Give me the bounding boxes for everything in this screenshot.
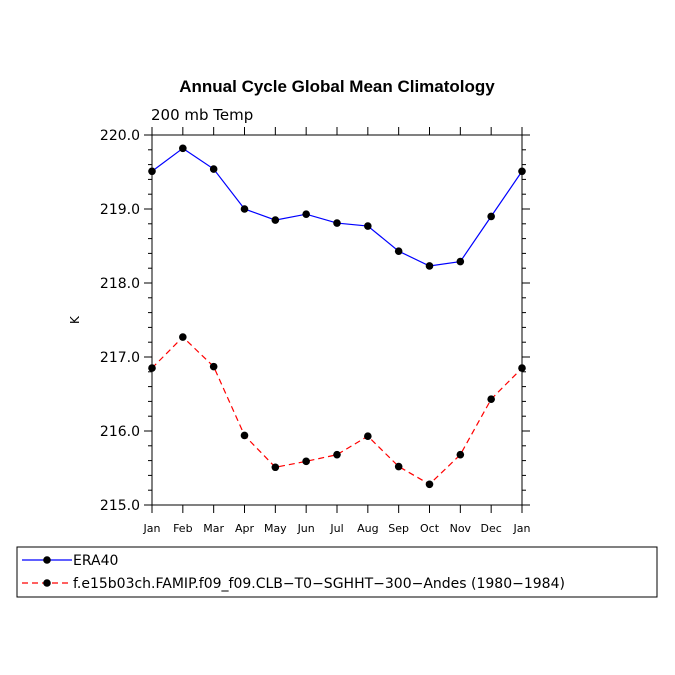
y-tick-label: 218.0	[100, 276, 140, 292]
y-tick-label: 219.0	[100, 202, 140, 218]
data-point-series-1	[487, 395, 495, 403]
data-point-series-1	[364, 432, 372, 440]
x-tick-label: May	[264, 522, 287, 535]
x-tick-label: Jan	[143, 522, 161, 535]
x-tick-label: Jan	[513, 522, 531, 535]
chart-subtitle: 200 mb Temp	[151, 106, 253, 124]
x-tick-label: Oct	[420, 522, 440, 535]
x-tick-label: Jul	[329, 522, 343, 535]
x-tick-label: Dec	[481, 522, 502, 535]
data-point-series-1	[209, 362, 218, 371]
y-tick-label: 220.0	[100, 128, 140, 144]
data-point-series-0	[487, 212, 495, 221]
data-point-series-0	[209, 165, 218, 173]
y-tick-label: 215.0	[100, 498, 140, 514]
series-group	[148, 144, 526, 489]
series-line-1	[151, 336, 523, 486]
x-tick-label: Aug	[357, 522, 378, 535]
legend-label-era40: ERA40	[73, 553, 118, 569]
x-tick-label: Nov	[450, 522, 472, 535]
data-point-series-0	[302, 210, 310, 218]
data-point-series-0	[456, 257, 465, 266]
x-tick-label: Jun	[297, 522, 315, 535]
series-line-0	[151, 147, 523, 267]
x-tick-label: Feb	[173, 522, 192, 535]
data-point-series-1	[333, 450, 341, 459]
chart-title: Annual Cycle Global Mean Climatology	[179, 77, 495, 96]
data-point-series-1	[456, 450, 465, 459]
data-point-series-0	[394, 247, 403, 255]
x-tick-label: Sep	[388, 522, 409, 535]
legend-marker-model	[43, 579, 51, 587]
data-point-series-1	[518, 364, 526, 372]
y-axis-label: K	[68, 315, 82, 324]
data-point-series-0	[425, 262, 434, 270]
data-point-series-1	[425, 480, 434, 489]
data-point-series-1	[179, 333, 187, 341]
data-point-series-1	[148, 364, 156, 372]
legend-label-model: f.e15b03ch.FAMIP.f09_f09.CLB−T0−SGHHT−30…	[73, 576, 565, 592]
legend: ERA40 f.e15b03ch.FAMIP.f09_f09.CLB−T0−SG…	[16, 546, 658, 598]
data-point-series-1	[240, 431, 249, 440]
data-point-series-0	[148, 167, 156, 176]
data-point-series-0	[179, 144, 187, 153]
axis-ticks	[144, 127, 530, 513]
data-point-series-0	[271, 216, 280, 224]
legend-marker-era40	[43, 556, 51, 564]
x-tick-label: Apr	[235, 522, 255, 535]
x-tick-labels: Jan Feb Mar Apr May Jun Jul Aug Sep Oct Nov Dec Jan	[143, 522, 531, 535]
data-point-series-0	[333, 219, 341, 227]
plot-area	[151, 134, 523, 506]
y-tick-labels: 215.0 216.0 217.0 218.0 219.0 220.0	[100, 128, 140, 514]
data-point-series-0	[240, 205, 249, 213]
data-point-series-1	[271, 463, 280, 472]
y-tick-label: 217.0	[100, 350, 140, 366]
data-point-series-0	[364, 222, 372, 230]
data-point-series-1	[302, 457, 310, 466]
data-point-series-1	[394, 462, 403, 471]
data-point-series-0	[518, 167, 526, 176]
legend-box	[16, 546, 658, 598]
y-tick-label: 216.0	[100, 424, 140, 440]
x-tick-label: Mar	[203, 522, 224, 535]
